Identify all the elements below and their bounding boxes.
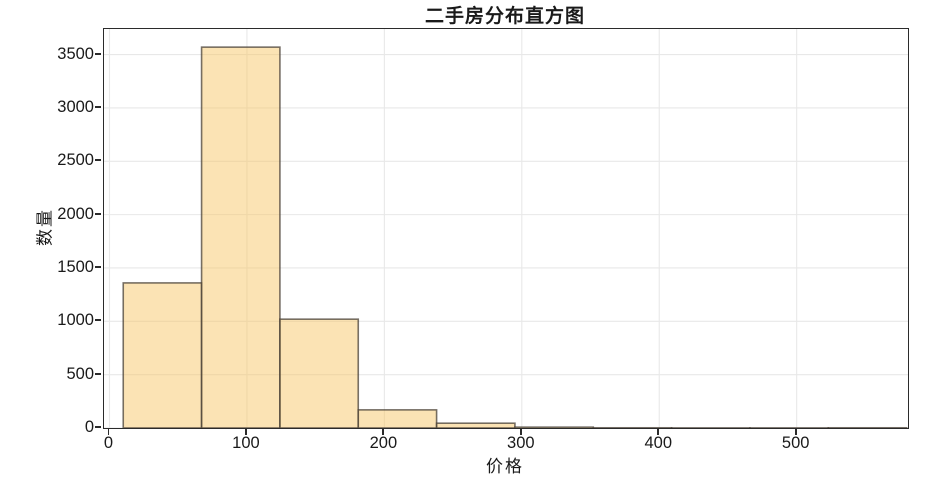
y-tick-mark (95, 106, 102, 108)
x-tick-mark (519, 428, 522, 435)
x-tick-label: 400 (644, 434, 672, 452)
x-tick-mark (794, 428, 797, 435)
histogram-bar (279, 318, 360, 428)
plot-area (103, 28, 909, 429)
y-tick-label: 3000 (57, 97, 94, 116)
y-tick-label: 1500 (57, 257, 94, 276)
x-tick-mark (245, 428, 247, 435)
x-tick-label: 500 (781, 434, 810, 452)
y-tick-mark (95, 372, 102, 375)
y-tick-label: 1000 (57, 311, 94, 330)
x-tick-label: 300 (507, 434, 535, 452)
y-tick-label: 3500 (57, 44, 94, 63)
x-tick-mark (107, 428, 110, 435)
y-tick-mark (95, 159, 102, 162)
y-tick-label: 0 (84, 418, 94, 436)
histogram-plot (104, 29, 908, 428)
chart-title: 二手房分布直方图 (424, 6, 585, 27)
histogram-bar (435, 422, 516, 428)
x-tick-label: 0 (103, 434, 114, 452)
x-tick-label: 100 (232, 434, 260, 452)
y-tick-mark (95, 266, 102, 268)
y-tick-label: 2000 (57, 204, 94, 223)
y-tick-label: 500 (66, 364, 94, 383)
y-tick-mark (95, 52, 102, 55)
x-axis-label: 价格 (486, 457, 524, 476)
y-tick-mark (95, 319, 102, 322)
y-tick-label: 2500 (57, 151, 94, 170)
x-tick-mark (382, 428, 385, 435)
histogram-bar (200, 46, 281, 428)
histogram-bar (122, 282, 203, 428)
x-tick-label: 200 (369, 434, 398, 452)
y-tick-mark (95, 426, 102, 428)
y-tick-mark (95, 212, 102, 215)
x-tick-mark (657, 428, 660, 435)
histogram-bar (514, 426, 595, 428)
histogram-bar (357, 409, 438, 428)
